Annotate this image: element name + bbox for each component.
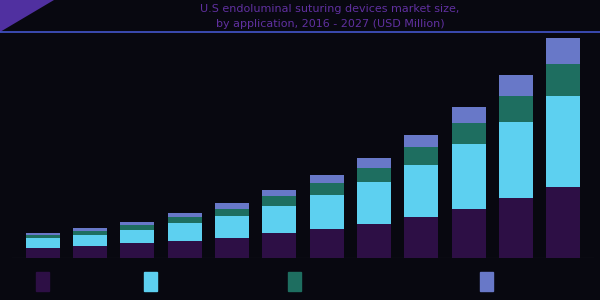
Bar [73, 228, 107, 231]
Bar [215, 216, 249, 238]
Bar [404, 147, 439, 165]
Bar [404, 165, 439, 217]
Bar [262, 233, 296, 258]
Bar [546, 187, 580, 258]
Bar [357, 158, 391, 168]
Bar [546, 96, 580, 187]
Bar [121, 225, 154, 230]
Bar [262, 190, 296, 196]
Bar [167, 213, 202, 217]
Bar [357, 168, 391, 182]
Bar [546, 38, 580, 64]
Bar [167, 217, 202, 223]
Bar [452, 145, 485, 208]
Bar [310, 229, 344, 258]
Bar [546, 64, 580, 96]
Bar [215, 238, 249, 258]
Bar [215, 208, 249, 216]
Bar [499, 122, 533, 198]
Bar [499, 96, 533, 122]
Bar [310, 195, 344, 229]
Bar [310, 183, 344, 195]
Bar [26, 233, 60, 236]
Bar [26, 236, 60, 238]
Bar [26, 248, 60, 258]
Bar [452, 123, 485, 145]
Bar [357, 182, 391, 224]
Bar [310, 175, 344, 183]
Bar [452, 208, 485, 258]
Bar [499, 198, 533, 258]
Bar [357, 224, 391, 258]
Bar [121, 243, 154, 258]
Bar [215, 203, 249, 208]
Bar [167, 241, 202, 258]
Bar [262, 196, 296, 206]
Bar [404, 217, 439, 258]
Bar [73, 246, 107, 258]
Bar [262, 206, 296, 233]
Bar [452, 107, 485, 123]
Bar [121, 230, 154, 243]
Bar [26, 238, 60, 248]
Bar [73, 231, 107, 235]
Bar [404, 135, 439, 147]
Bar [121, 222, 154, 225]
Bar [499, 75, 533, 96]
Bar [167, 223, 202, 241]
Bar [73, 235, 107, 246]
Text: U.S endoluminal suturing devices market size,
by application, 2016 - 2027 (USD M: U.S endoluminal suturing devices market … [200, 4, 460, 29]
